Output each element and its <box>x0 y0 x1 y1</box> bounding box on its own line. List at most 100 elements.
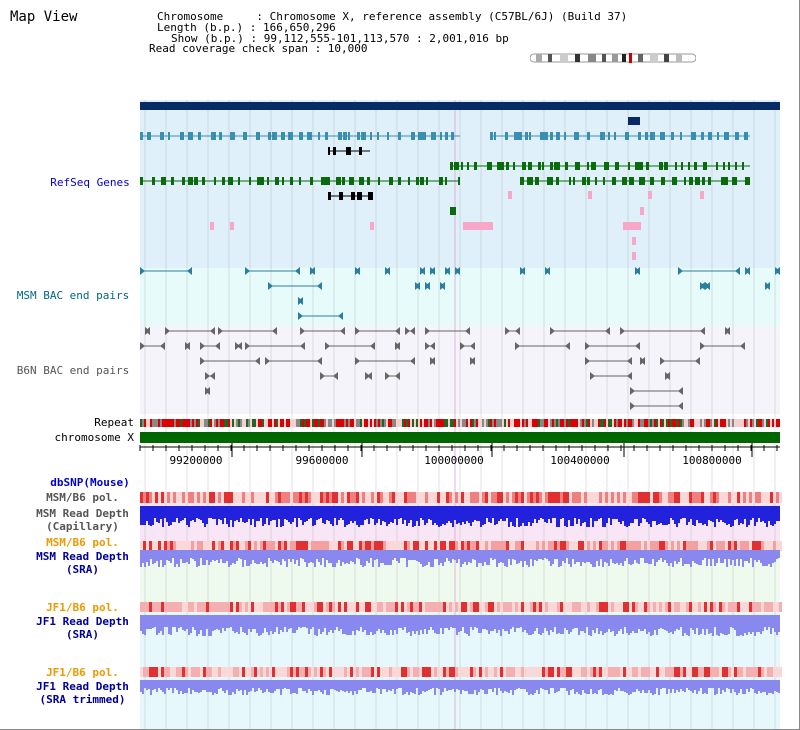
polymorphism-cell <box>734 492 737 503</box>
depth-bar-jf1-sra <box>282 615 284 632</box>
depth-bar-jf1-trimmed <box>276 680 278 689</box>
depth-bar-msm-sra <box>390 550 392 565</box>
polymorphism-cell <box>170 667 173 677</box>
depth-bar-capillary <box>676 506 678 527</box>
polymorphism-cell <box>143 492 146 503</box>
depth-bar-jf1-trimmed <box>508 680 510 693</box>
depth-bar-capillary <box>290 506 292 524</box>
depth-bar-capillary <box>146 506 148 521</box>
depth-bar-capillary <box>310 506 312 518</box>
repeat-segment <box>612 419 614 427</box>
polymorphism-cell <box>230 492 233 503</box>
track-label-repeat[interactable]: Repeat <box>94 416 134 429</box>
track-label-msm-b6-pol-2[interactable]: MSM/B6 pol. <box>46 536 119 549</box>
depth-bar-msm-sra <box>436 550 438 559</box>
depth-bar-msm-sra <box>564 550 566 563</box>
repeat-segment <box>302 419 304 427</box>
repeat-segment <box>286 419 288 427</box>
gene-exon <box>554 162 558 170</box>
polymorphism-cell <box>419 602 422 612</box>
gene-exon <box>547 177 551 185</box>
track-label-jf1-b6-pol[interactable]: JF1/B6 pol. <box>46 601 119 614</box>
depth-bar-jf1-sra <box>452 615 454 628</box>
polymorphism-cell <box>743 492 746 503</box>
genome-browser-area[interactable]: RefSeq Genes MSM BAC end pairs B6N BAC e… <box>0 95 799 729</box>
polymorphism-cell <box>383 602 386 612</box>
repeat-segment <box>656 419 658 427</box>
repeat-segment <box>182 419 184 427</box>
polymorphism-cell <box>650 541 653 551</box>
depth-bar-jf1-trimmed <box>628 680 630 695</box>
depth-bar-jf1-sra <box>432 615 434 630</box>
repeat-segment <box>440 419 442 427</box>
polymorphism-cell <box>257 602 260 612</box>
polymorphism-cell <box>362 602 365 612</box>
depth-bar-capillary <box>284 506 286 519</box>
depth-bar-jf1-trimmed <box>580 680 582 695</box>
depth-bar-capillary <box>596 506 598 521</box>
depth-bar-jf1-trimmed <box>412 680 414 693</box>
polymorphism-cell <box>509 492 512 503</box>
track-label-jf1-read-trimmed[interactable]: JF1 Read Depth (SRA trimmed) <box>36 680 129 706</box>
depth-bar-msm-sra <box>274 550 276 560</box>
bac-end-marker <box>630 387 635 395</box>
depth-bar-jf1-sra <box>440 615 442 628</box>
depth-bar-capillary <box>488 506 490 522</box>
track-label-msm-b6-pol[interactable]: MSM/B6 pol. <box>46 491 119 504</box>
depth-bar-jf1-trimmed <box>746 680 748 689</box>
chromosome-ideogram[interactable] <box>530 53 696 63</box>
polymorphism-cell <box>458 492 461 503</box>
repeat-segment <box>542 419 544 427</box>
bac-end-marker <box>255 357 260 365</box>
polymorphism-cell <box>662 667 665 677</box>
polymorphism-cell <box>764 667 767 677</box>
depth-bar-jf1-sra <box>304 615 306 627</box>
track-label-msm-read-capillary[interactable]: MSM Read Depth (Capillary) <box>36 507 129 533</box>
depth-bar-capillary <box>358 506 360 527</box>
gene-exon <box>458 177 460 185</box>
track-label-msm-read-sra[interactable]: MSM Read Depth (SRA) <box>36 550 129 576</box>
track-label-jf1-b6-pol-2[interactable]: JF1/B6 pol. <box>46 666 119 679</box>
polymorphism-cell <box>470 667 473 677</box>
depth-bar-jf1-trimmed <box>778 680 780 693</box>
polymorphism-cell <box>272 667 275 677</box>
depth-bar-capillary <box>264 506 266 524</box>
depth-bar-capillary <box>468 506 470 523</box>
repeat-segment <box>392 419 394 427</box>
depth-bar-jf1-trimmed <box>266 680 268 689</box>
repeat-segment <box>706 419 708 427</box>
depth-bar-jf1-trimmed <box>564 680 566 688</box>
repeat-segment <box>334 419 336 427</box>
depth-bar-jf1-trimmed <box>162 680 164 692</box>
depth-bar-jf1-trimmed <box>218 680 220 689</box>
depth-bar-capillary <box>700 506 702 523</box>
depth-bar-msm-sra <box>256 550 258 564</box>
polymorphism-cell <box>284 667 287 677</box>
gene-exon <box>351 192 355 200</box>
depth-bar-capillary <box>272 506 274 520</box>
polymorphism-cell <box>455 492 458 503</box>
gene-exon <box>651 102 654 110</box>
depth-bar-jf1-trimmed <box>142 680 144 694</box>
depth-bar-jf1-trimmed <box>160 680 162 690</box>
track-label-chromosome[interactable]: chromosome X <box>54 431 134 444</box>
gene-exon <box>182 177 185 185</box>
track-label-jf1-read-sra[interactable]: JF1 Read Depth (SRA) <box>36 615 129 641</box>
polymorphism-cell <box>302 492 305 503</box>
pink-block <box>463 222 493 230</box>
repeat-segment <box>708 419 710 427</box>
bac-end-marker <box>585 342 590 350</box>
depth-bar-jf1-trimmed <box>738 680 740 693</box>
track-label-dbsnp[interactable]: dbSNP(Mouse) <box>50 476 130 489</box>
depth-bar-jf1-sra <box>534 615 536 631</box>
polymorphism-cell <box>767 602 770 612</box>
depth-bar-msm-sra <box>504 550 506 566</box>
track-label-refseq[interactable]: RefSeq Genes <box>50 176 130 189</box>
depth-bar-jf1-trimmed <box>636 680 638 689</box>
depth-bar-jf1-trimmed <box>328 680 330 695</box>
gene-exon <box>377 132 379 140</box>
track-label-msm-bac[interactable]: MSM BAC end pairs <box>16 289 130 302</box>
repeat-segment <box>552 419 554 427</box>
depth-bar-msm-sra <box>340 550 342 566</box>
track-label-b6n-bac[interactable]: B6N BAC end pairs <box>16 364 130 377</box>
